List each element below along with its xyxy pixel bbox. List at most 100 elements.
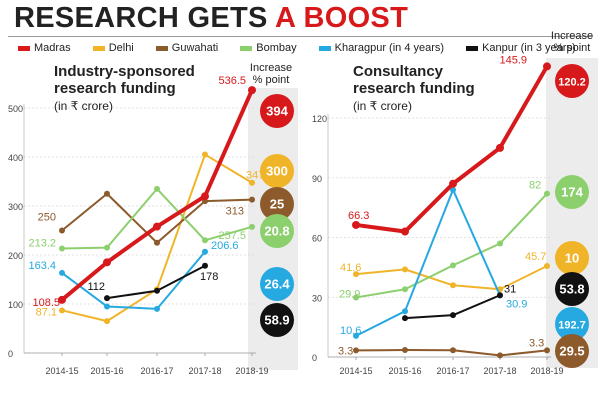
data-label: 3.3	[338, 345, 353, 357]
y-tick-label: 100	[8, 300, 23, 310]
data-point-madras	[58, 295, 66, 304]
legend-swatch	[318, 45, 331, 51]
y-tick-label: 0	[8, 349, 13, 359]
increase-badge	[260, 267, 294, 301]
data-point-kanpur	[402, 315, 408, 322]
legend-label: Guwahati	[171, 42, 219, 54]
increase-badge	[555, 64, 589, 98]
increase-badge	[260, 214, 294, 248]
data-point-kanpur	[104, 295, 110, 302]
increase-badge	[260, 154, 294, 188]
data-label: 30.9	[506, 298, 527, 310]
legend: Madras Delhi Guwahati Bombay Kharagpur (…	[18, 41, 598, 55]
data-point-madras	[248, 86, 256, 95]
x-tick-label: 2017-18	[483, 366, 516, 376]
title-main: RESEARCH GETS	[14, 2, 275, 34]
legend-item-kanpur: Kanpur (in 3 years)	[466, 41, 576, 55]
increase-badge	[260, 303, 294, 337]
data-label: 313	[226, 206, 244, 218]
legend-swatch	[240, 45, 253, 51]
x-tick-label: 2017-18	[188, 366, 221, 376]
data-label: 41.6	[340, 262, 361, 274]
y-tick-label: 120	[312, 114, 327, 124]
legend-swatch	[155, 45, 168, 51]
increase-value: 120.2	[558, 77, 586, 89]
data-point-madras	[401, 227, 409, 236]
x-tick-label: 2018-19	[235, 366, 268, 376]
legend-label: Bombay	[256, 42, 297, 54]
header-bar	[8, 2, 593, 37]
data-point-guwahati	[59, 227, 65, 234]
data-label: 29.9	[339, 288, 360, 300]
data-point-delhi	[544, 262, 550, 269]
data-point-guwahati	[450, 347, 456, 354]
legend-swatch	[92, 45, 105, 51]
legend-swatch	[18, 45, 30, 51]
legend-item-bombay: Bombay	[240, 41, 297, 55]
data-point-bombay	[353, 294, 359, 301]
data-point-kanpur	[154, 287, 160, 294]
increase-badge	[555, 241, 589, 275]
data-point-kanpur	[202, 262, 208, 269]
data-label: 536.5	[218, 75, 246, 87]
data-label: 108.5	[32, 297, 60, 309]
left-chart-subtitle: (in ₹ crore)	[54, 99, 113, 113]
data-point-kharagpur	[59, 269, 65, 276]
data-point-delhi	[402, 266, 408, 273]
legend-item-guwahati: Guwahati	[155, 41, 219, 55]
data-point-guwahati	[104, 190, 110, 197]
increase-value: 10	[565, 251, 579, 266]
data-point-bombay	[154, 185, 160, 192]
legend-label: Kanpur (in 3 years)	[482, 42, 576, 54]
increase-value: 26.4	[264, 277, 290, 292]
increase-value: 394	[266, 104, 288, 119]
right-chart-subtitle: (in ₹ crore)	[353, 99, 412, 113]
increase-value: 300	[266, 164, 288, 179]
increase-value: 25	[270, 197, 284, 212]
data-point-guwahati	[497, 352, 503, 359]
legend-item-delhi: Delhi	[92, 41, 134, 55]
data-point-guwahati	[544, 347, 550, 354]
increase-value: 20.8	[264, 224, 289, 239]
data-point-guwahati	[402, 347, 408, 354]
data-point-kharagpur	[202, 248, 208, 255]
increase-badge	[555, 307, 589, 341]
increase-badge	[260, 94, 294, 128]
x-tick-label: 2015-16	[90, 366, 123, 376]
x-tick-label: 2016-17	[140, 366, 173, 376]
left-increase-label: Increase % point	[249, 62, 293, 86]
legend-item-madras: Madras	[18, 41, 71, 55]
series-line-bombay	[355, 192, 548, 299]
data-point-guwahati	[353, 347, 359, 354]
legend-label: Madras	[34, 42, 71, 54]
data-label: 31	[504, 283, 516, 295]
data-label: 178	[200, 271, 218, 283]
data-point-madras	[153, 222, 161, 231]
increase-value: 29.5	[559, 344, 584, 359]
x-tick-label: 2018-19	[530, 366, 563, 376]
data-point-madras	[496, 143, 504, 152]
data-point-guwahati	[154, 239, 160, 246]
data-point-kharagpur	[104, 303, 110, 310]
data-label: 112	[87, 281, 105, 293]
data-point-bombay	[450, 262, 456, 269]
data-point-bombay	[59, 245, 65, 252]
data-label: 206.6	[211, 240, 239, 252]
data-label: 87.1	[36, 306, 57, 318]
data-label: 250	[38, 212, 56, 224]
x-tick-label: 2014-15	[339, 366, 372, 376]
data-point-delhi	[104, 318, 110, 325]
series-line-kharagpur	[61, 250, 206, 310]
increase-value: 53.8	[559, 282, 584, 297]
increase-badge	[555, 175, 589, 209]
data-label: 163.4	[28, 260, 56, 272]
increase-value: 192.7	[558, 320, 586, 332]
data-point-delhi	[249, 179, 255, 186]
data-point-bombay	[249, 223, 255, 230]
legend-item-kharagpur: Kharagpur (in 4 years)	[318, 41, 444, 55]
data-point-madras	[352, 220, 360, 229]
right-chart: 0 30 60 90 120 2014-15 2015-16 2016-17 2017-18 20…	[312, 54, 598, 376]
data-label: 257.5	[218, 230, 246, 242]
data-point-madras	[543, 62, 551, 71]
data-label: 3.3	[529, 337, 544, 349]
